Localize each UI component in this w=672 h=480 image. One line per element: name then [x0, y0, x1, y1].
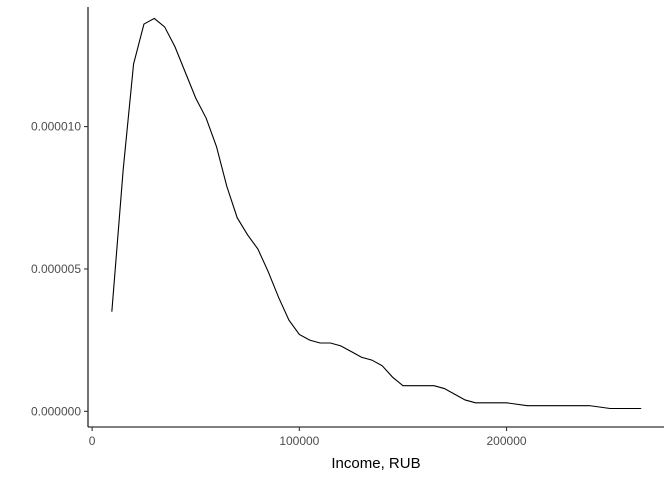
y-tick-label: 0.000010: [31, 120, 81, 134]
income-density-line: [111, 17, 642, 410]
x-tick-label: 200000: [487, 434, 527, 448]
y-tick-label: 0.000000: [31, 404, 81, 418]
plot-area: [111, 17, 642, 410]
x-axis: 0 100000 200000: [88, 426, 664, 448]
y-tick-label: 0.000005: [31, 262, 81, 276]
y-axis: 0.000000 0.000005 0.000010: [31, 7, 89, 427]
x-tick-label: 100000: [279, 434, 319, 448]
x-axis-title: Income, RUB: [331, 455, 420, 472]
x-tick-label: 0: [89, 434, 96, 448]
